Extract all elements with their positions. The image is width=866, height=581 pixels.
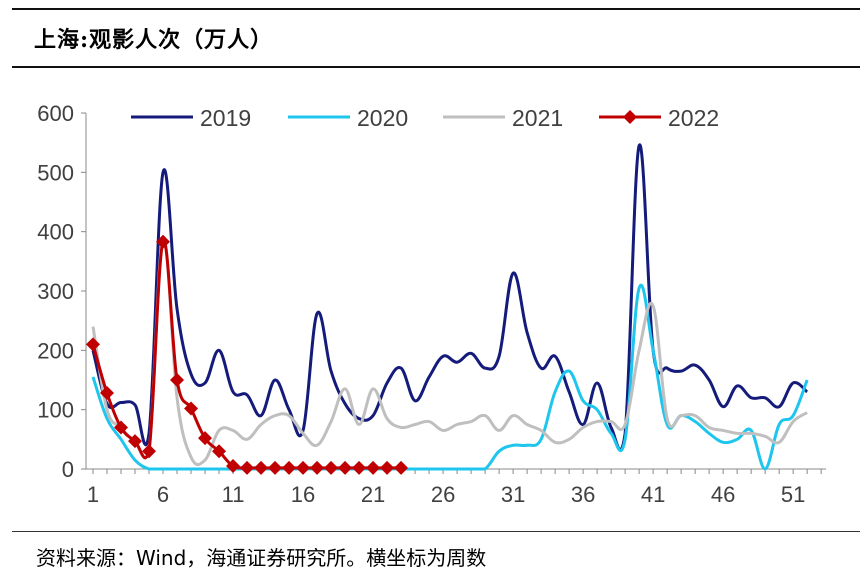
chart-series: [86, 143, 809, 475]
data-point-2022: [156, 234, 171, 249]
source-note: 资料来源：Wind，海通证券研究所。横坐标为周数: [36, 546, 487, 570]
x-tick-label: 31: [501, 482, 525, 507]
legend-label: 2020: [357, 105, 408, 131]
data-point-2022: [268, 460, 283, 475]
x-tick-label: 36: [571, 482, 595, 507]
x-tick-label: 1: [87, 482, 99, 507]
data-point-2022: [394, 460, 409, 475]
series-line-2021: [91, 236, 808, 467]
data-point-2022: [324, 460, 339, 475]
x-tick-label: 26: [431, 482, 455, 507]
data-point-2022: [366, 460, 381, 475]
data-point-2022: [100, 386, 115, 401]
data-point-2022: [212, 444, 227, 459]
data-point-2022: [338, 460, 353, 475]
x-tick-label: 21: [361, 482, 385, 507]
x-tick-label: 11: [222, 482, 245, 507]
data-point-2022: [240, 460, 255, 475]
y-tick-label: 100: [37, 398, 74, 423]
data-point-2022: [114, 420, 129, 435]
bottom-rule: [12, 531, 860, 532]
data-point-2022: [128, 434, 143, 449]
x-tick-label: 16: [291, 482, 315, 507]
data-point-2022: [86, 337, 100, 352]
series-2021: [91, 236, 808, 467]
data-point-2022: [198, 431, 213, 446]
y-tick-label: 300: [37, 279, 74, 304]
legend-item-2020: 2020: [288, 105, 408, 131]
title-rule: [12, 66, 860, 68]
series-line-2019: [91, 143, 809, 452]
x-tick-label: 41: [641, 482, 665, 507]
legend-item-2021: 2021: [443, 105, 563, 131]
x-tick-label: 51: [781, 482, 805, 507]
legend-marker: [623, 110, 637, 124]
data-point-2022: [170, 373, 185, 387]
y-tick-label: 200: [37, 338, 74, 363]
legend-label: 2022: [668, 105, 719, 131]
data-point-2022: [282, 460, 297, 475]
chart-title: 上海:观影人次（万人）: [34, 27, 274, 53]
series-2022: [86, 234, 409, 475]
data-point-2022: [226, 459, 241, 474]
data-point-2022: [352, 460, 367, 475]
y-tick-label: 600: [37, 101, 74, 126]
legend-label: 2019: [200, 105, 251, 131]
y-tick-label: 0: [62, 457, 74, 482]
data-point-2022: [310, 460, 325, 475]
series-2020: [91, 283, 809, 471]
data-point-2022: [254, 460, 269, 475]
series-line-2022: [91, 239, 402, 470]
y-tick-label: 400: [37, 220, 74, 245]
legend-item-2022: 2022: [599, 105, 719, 131]
x-tick-label: 46: [711, 482, 735, 507]
data-point-2022: [296, 460, 311, 475]
data-point-2022: [380, 460, 395, 475]
series-2019: [91, 143, 809, 452]
data-point-2022: [142, 444, 157, 459]
series-line-2020: [91, 283, 809, 471]
data-point-2022: [184, 401, 199, 416]
legend-item-2019: 2019: [131, 105, 251, 131]
legend-label: 2021: [512, 105, 563, 131]
x-tick-label: 6: [157, 482, 169, 507]
y-tick-label: 500: [37, 160, 74, 185]
top-rule: [12, 8, 860, 10]
chart-legend: 2019 2020 2021 2022: [131, 105, 719, 131]
